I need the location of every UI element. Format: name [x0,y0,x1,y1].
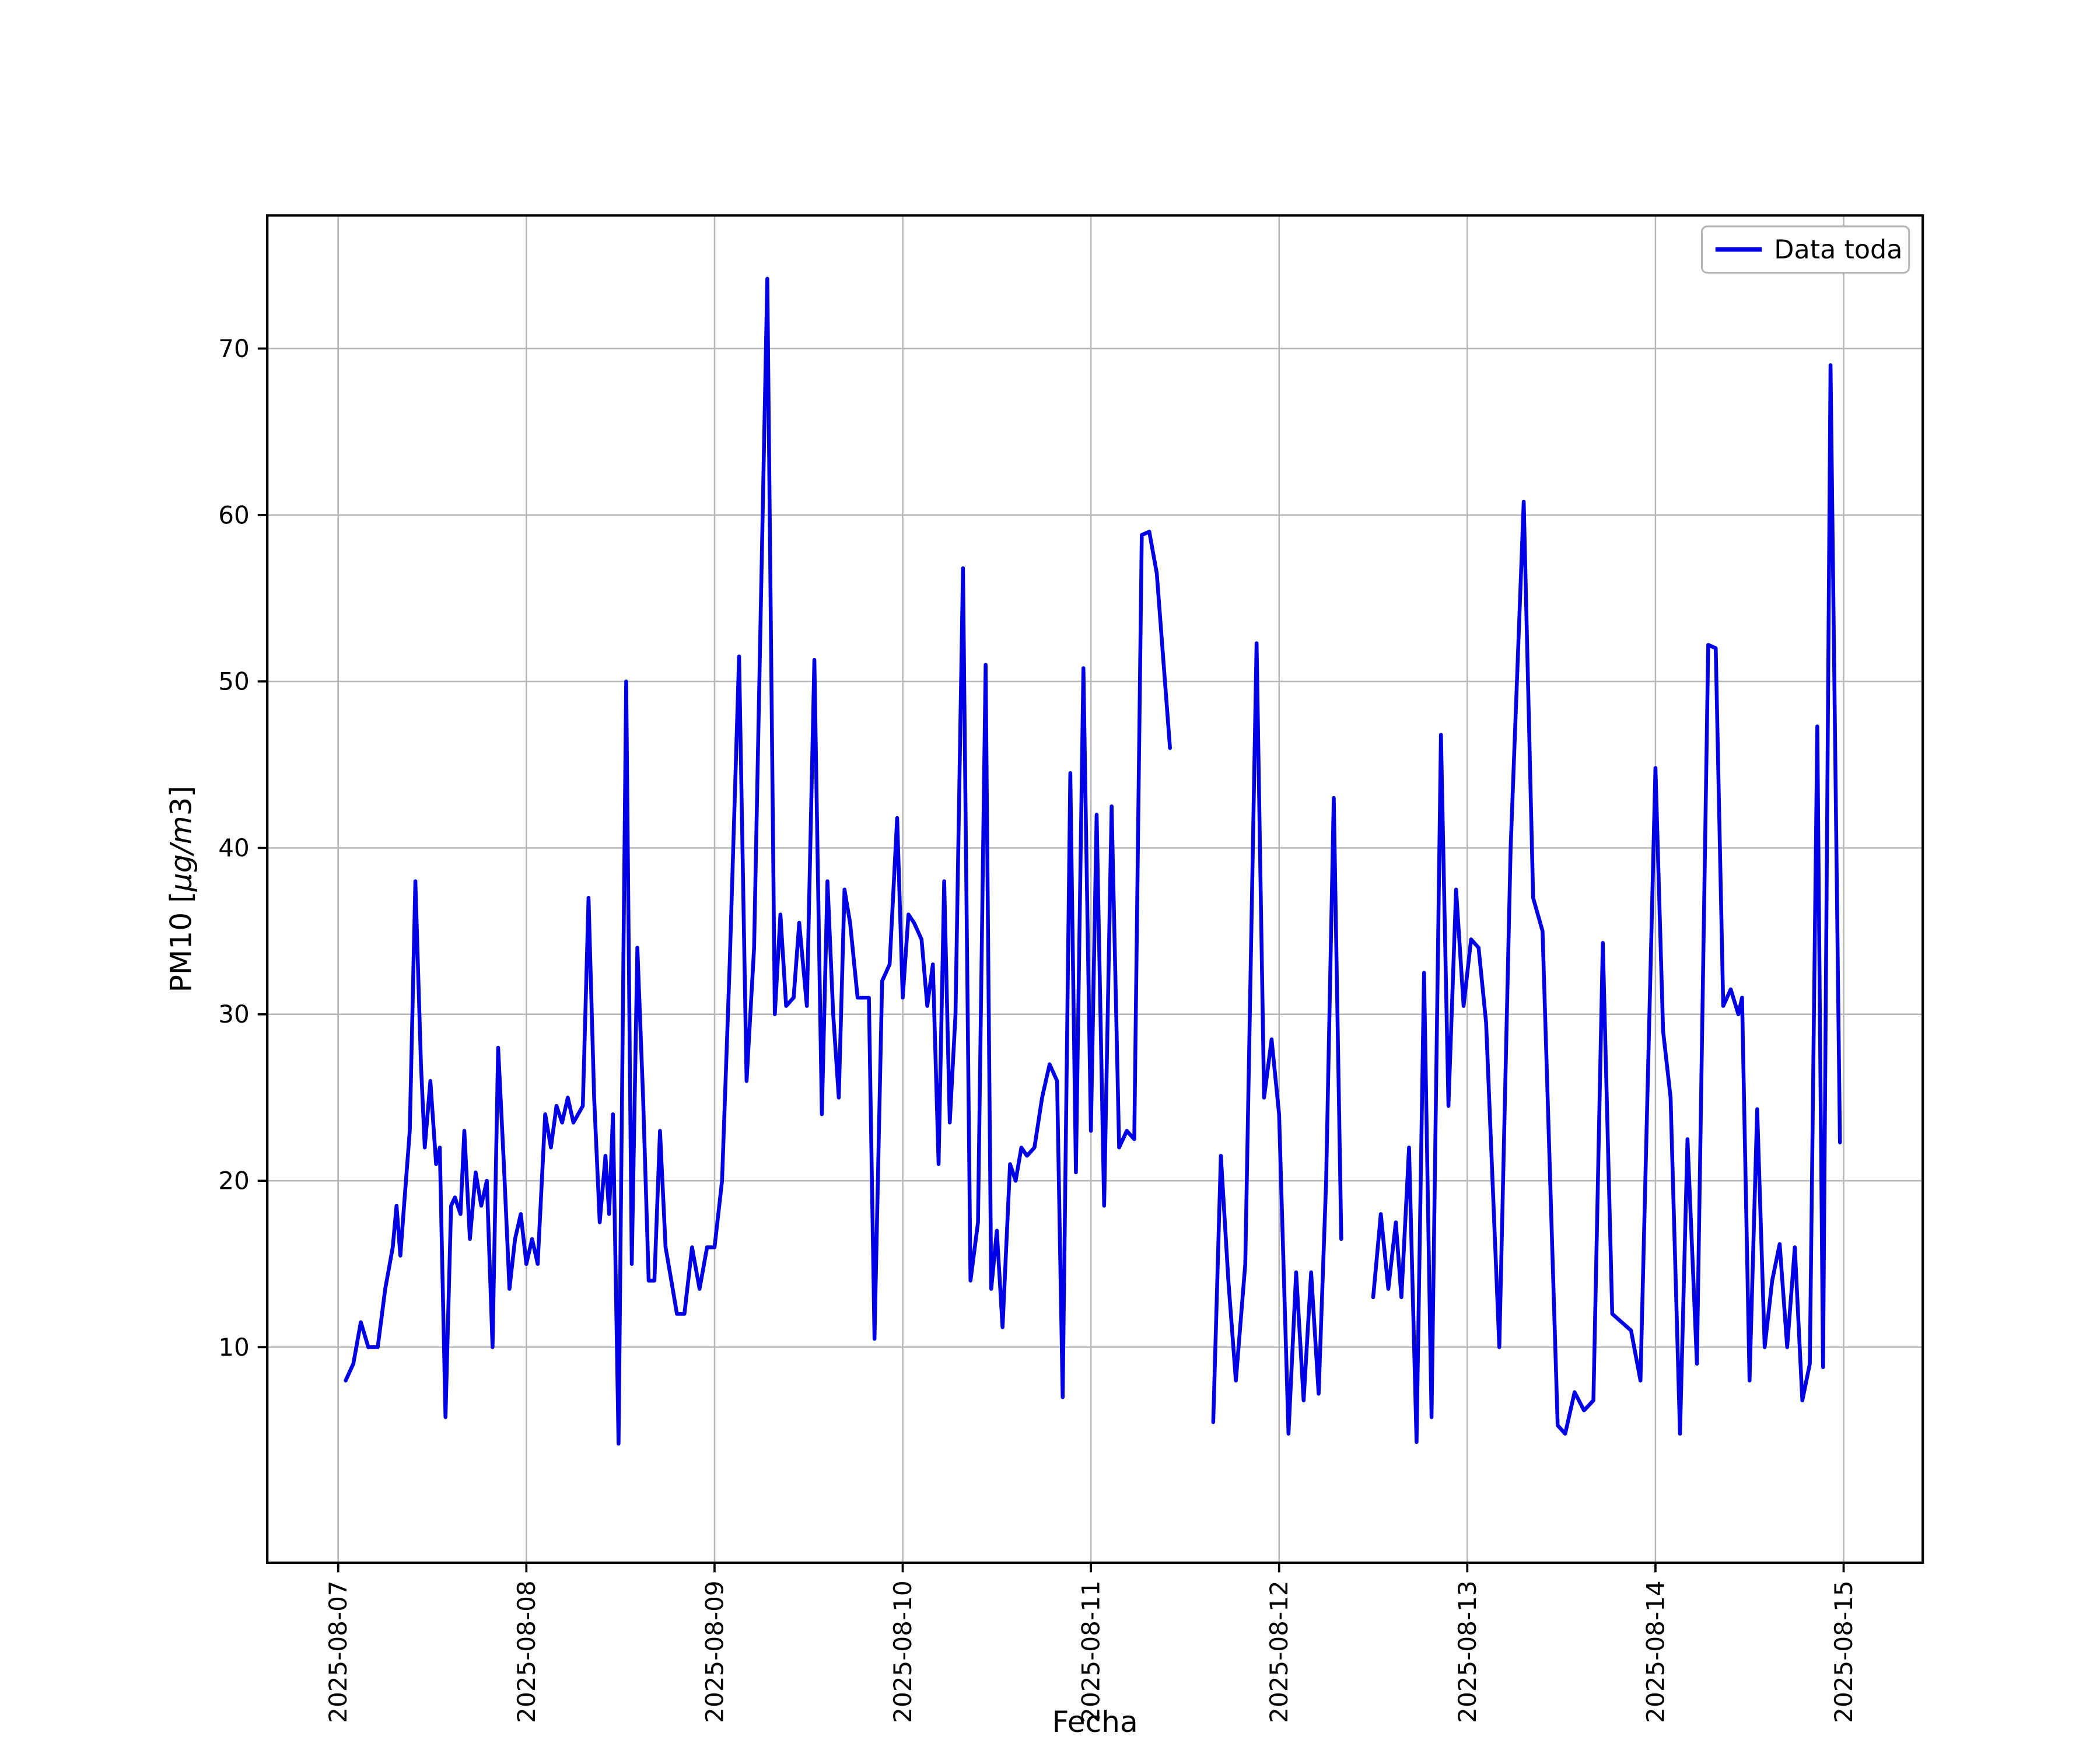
series-group [344,276,1842,1446]
y-tick-label: 10 [218,1333,250,1362]
data-line-segment [1371,363,1842,1444]
x-tick-label: 2025-08-10 [888,1580,917,1723]
legend-label: Data toda [1774,235,1902,265]
x-tick-label: 2025-08-12 [1265,1580,1293,1723]
x-tick-label: 2025-08-09 [700,1580,729,1723]
legend-box [1700,225,1910,274]
x-tick-label: 2025-08-13 [1453,1580,1482,1723]
y-tick-label: 40 [218,834,250,862]
data-line-segment [344,276,1172,1446]
y-tick-label: 50 [218,667,250,696]
y-tick-label: 30 [218,1000,250,1028]
x-tick-label: 2025-08-08 [512,1580,541,1723]
x-tick-label: 2025-08-15 [1829,1580,1858,1723]
y-axis-label: PM10 [µg/m3] [163,786,198,993]
x-tick-label: 2025-08-14 [1641,1580,1670,1723]
y-tick-label: 20 [218,1167,250,1195]
legend: Data toda [1700,225,1910,274]
tick-group: 10 20 30 40 50 60 70 2025-08-07 2025-08-08 2025-0… [218,334,1858,1723]
data-line-segment [1211,641,1343,1436]
x-tick-label: 2025-08-07 [324,1580,352,1723]
y-tick-label: 70 [218,334,250,363]
y-tick-label: 60 [218,501,250,529]
grid [267,215,1923,1563]
axes-border [266,214,1924,1564]
x-tick-label: 2025-08-11 [1077,1580,1105,1723]
x-axis-label: Fecha [1052,1704,1138,1739]
